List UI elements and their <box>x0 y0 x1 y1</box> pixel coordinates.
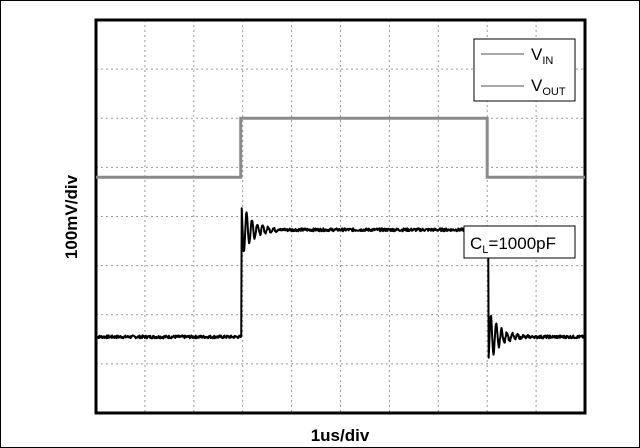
x-axis-label: 1us/div <box>311 426 370 445</box>
cl-annotation-box <box>463 225 576 259</box>
plot-border <box>94 18 587 415</box>
cl-annotation-text: CL=1000pF <box>470 234 556 256</box>
series-vout-line <box>95 207 586 359</box>
y-axis-label: 100mV/div <box>62 174 81 259</box>
legend-box <box>473 38 576 102</box>
legend: VIN VOUT <box>473 38 576 102</box>
cl-annotation: CL=1000pF <box>463 225 576 259</box>
series-layer <box>95 116 586 359</box>
legend-label-vin: VIN <box>531 45 553 67</box>
series-vin-line <box>96 116 585 179</box>
legend-label-vout: VOUT <box>531 76 566 98</box>
